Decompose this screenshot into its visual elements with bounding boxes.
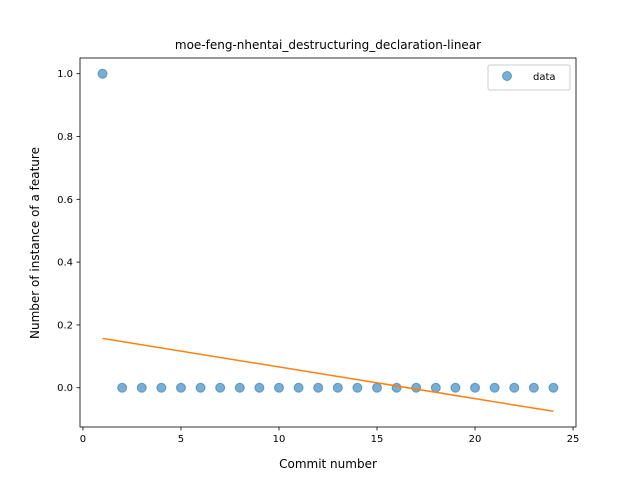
y-tick-label: 0.2: [57, 320, 73, 331]
y-tick-label: 0.4: [57, 258, 73, 269]
legend-box: [487, 64, 571, 91]
data-point: [430, 382, 441, 393]
data-point: [175, 382, 186, 393]
data-point: [450, 382, 461, 393]
legend-marker-data: [502, 71, 512, 81]
data-point: [332, 382, 343, 393]
y-axis-label: Number of instance of a feature: [28, 147, 42, 339]
data-point: [391, 382, 402, 393]
y-tick-label: 0.0: [57, 383, 73, 394]
y-tick-label: 1.0: [57, 69, 73, 80]
data-point: [215, 382, 226, 393]
x-axis-label: Commit number: [279, 457, 377, 471]
x-tick-label: 15: [371, 434, 384, 445]
data-point: [548, 382, 559, 393]
plot-area: [97, 68, 559, 413]
data-point: [372, 382, 383, 393]
axes-frame: [79, 57, 577, 428]
data-point: [136, 382, 147, 393]
data-point: [313, 382, 324, 393]
x-tick-label: 5: [178, 434, 184, 445]
data-point: [156, 382, 167, 393]
data-point: [509, 382, 520, 393]
chart-title: moe-feng-nhentai_destructuring_declarati…: [175, 38, 481, 52]
x-tick-label: 25: [567, 434, 580, 445]
x-tick-label: 10: [273, 434, 286, 445]
data-point: [293, 382, 304, 393]
data-point: [273, 382, 284, 393]
x-tick-label: 0: [80, 434, 86, 445]
data-point: [117, 382, 128, 393]
data-point: [97, 68, 108, 79]
axes: 0 5 10 15 20 25 0.0 0.2 0.4 0.6 0.8 1.0: [57, 57, 580, 445]
data-point: [195, 382, 206, 393]
data-point: [470, 382, 481, 393]
data-point: [352, 382, 363, 393]
x-tick-label: 20: [469, 434, 482, 445]
fit-line: [102, 337, 554, 413]
data-point: [528, 382, 539, 393]
y-tick-label: 0.6: [57, 195, 73, 206]
data-point: [489, 382, 500, 393]
legend: data: [487, 64, 571, 91]
data-point: [234, 382, 245, 393]
legend-label-data: data: [533, 72, 556, 83]
y-tick-label: 0.8: [57, 132, 73, 143]
data-point: [411, 382, 422, 393]
data-point: [254, 382, 265, 393]
